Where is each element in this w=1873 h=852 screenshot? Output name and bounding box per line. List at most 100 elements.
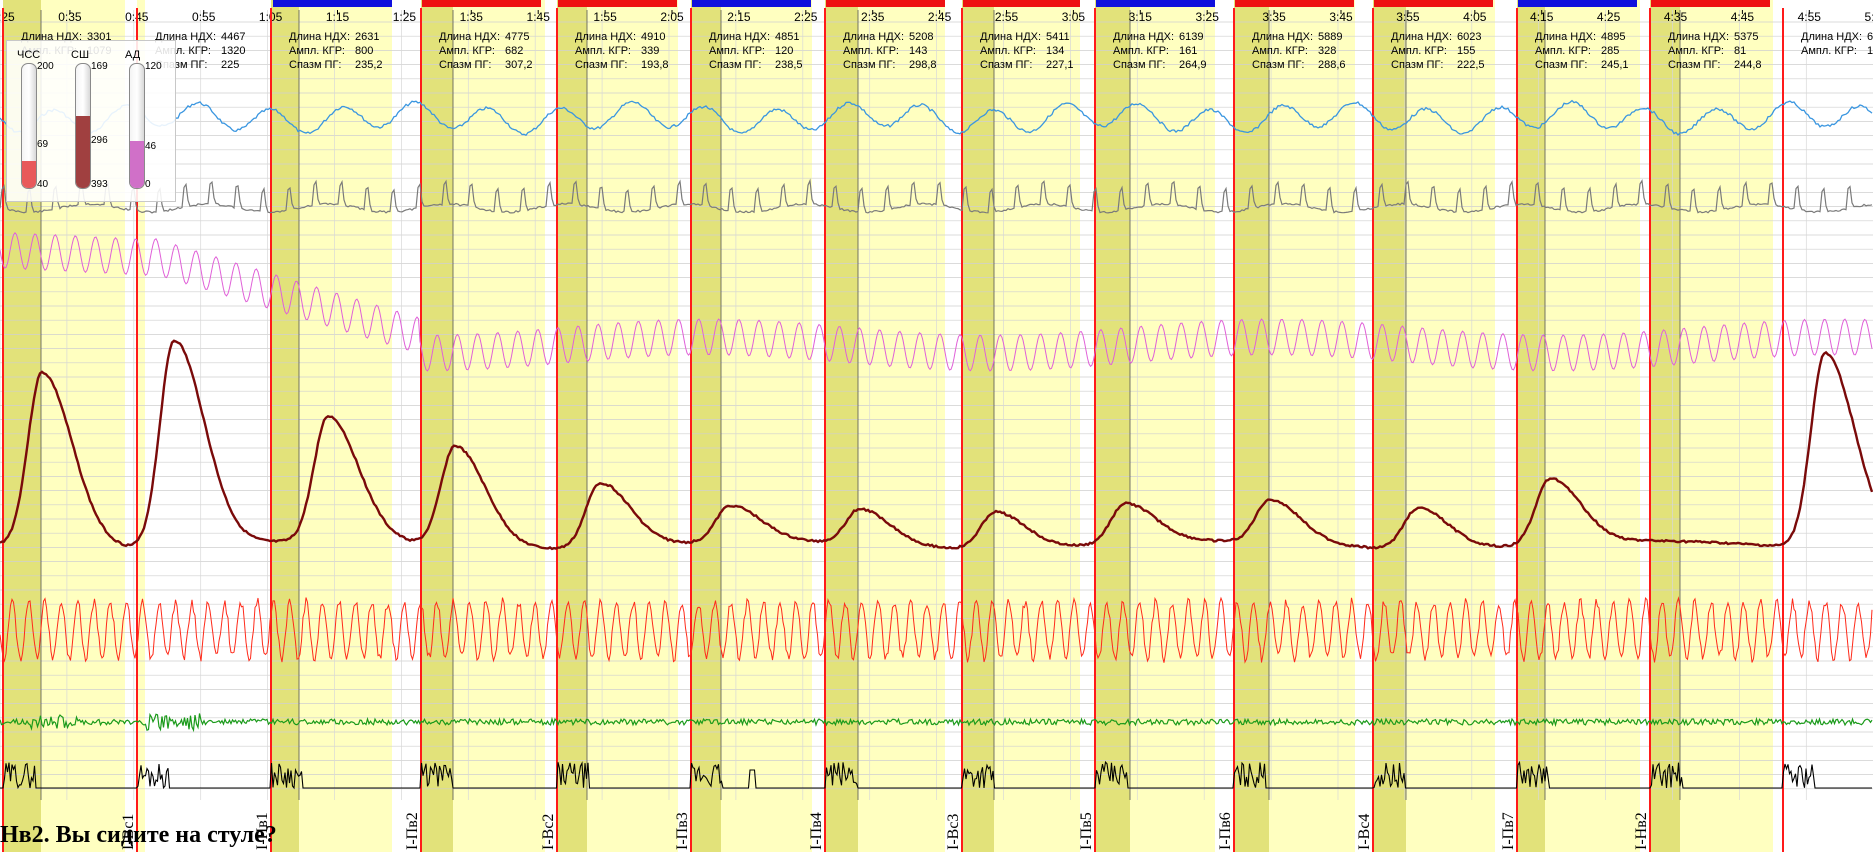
gauge-bottom-value: 393 [91, 179, 108, 190]
time-label: 1:55 [593, 10, 617, 24]
time-label: 3:05 [1062, 10, 1086, 24]
heart-rate-gauge: ЧСС 200 69 40 [13, 49, 65, 199]
question-bar [1096, 0, 1215, 7]
stat-value: 193,8 [641, 59, 669, 71]
time-label: 1:45 [527, 10, 551, 24]
question-label: I-Пв5 [1078, 812, 1095, 850]
early-response-zone [825, 0, 858, 852]
pulse-trace [0, 596, 1873, 664]
skin-conductance-gauge: СШ 169 296 393 [67, 49, 119, 199]
question-zone [137, 0, 145, 852]
stat-label: Ампл. КГР: [1535, 45, 1591, 57]
stat-value: 339 [641, 45, 659, 57]
early-response-zone [421, 0, 453, 852]
question-bar [422, 0, 541, 7]
time-label: 4:45 [1731, 10, 1755, 24]
gauge-label: ЧСС [17, 49, 41, 61]
stat-label: Длина НДХ: [1535, 31, 1596, 43]
stat-value: 4467 [221, 31, 245, 43]
stat-value: 245,1 [1601, 59, 1629, 71]
stat-label: Длина НДХ: [1391, 31, 1452, 43]
question-label: I-Пв4 [808, 812, 825, 850]
gauge-fill [76, 116, 90, 188]
time-label: 3:15 [1129, 10, 1153, 24]
stat-label: Длина НДХ: [980, 31, 1041, 43]
early-response-zone [1373, 0, 1406, 852]
stat-label: Ампл. КГР: [1113, 45, 1169, 57]
stat-label: Длина НДХ: [1113, 31, 1174, 43]
stat-value: 4851 [775, 31, 799, 43]
stat-value: 81 [1734, 45, 1746, 57]
stat-label: Спазм ПГ: [1113, 59, 1165, 71]
question-label: I-Пв2 [404, 812, 421, 850]
stat-block: Длина НДХ: 6023 Ампл. КГР: 155 Спазм ПГ: 222,… [1391, 31, 1485, 71]
time-label: 4:15 [1530, 10, 1554, 24]
stat-value: 238,5 [775, 59, 803, 71]
time-label: 1:25 [393, 10, 417, 24]
stat-block: Длина НДХ: 5208 Ампл. КГР: 143 Спазм ПГ: 298,… [843, 31, 937, 71]
early-response-zone [691, 0, 721, 852]
stat-label: Ампл. КГР: [1391, 45, 1447, 57]
time-label: 2:55 [995, 10, 1019, 24]
stat-label: Длина НДХ: [1668, 31, 1729, 43]
stat-label: Длина НДХ: [1252, 31, 1313, 43]
stat-label: Спазм ПГ: [843, 59, 895, 71]
time-label: 3:25 [1196, 10, 1220, 24]
stat-value: 264,9 [1179, 59, 1207, 71]
stat-label: Длина НДХ: [439, 31, 500, 43]
stat-block: Длина НДХ: 5375 Ампл. КГР: 81 Спазм ПГ: 244,8 [1668, 31, 1762, 71]
motion-trace [0, 760, 1872, 790]
stat-label: Спазм ПГ: [980, 59, 1032, 71]
question-bar [692, 0, 811, 7]
time-label: 2:35 [861, 10, 885, 24]
stat-value: 134 [1046, 45, 1064, 57]
blood-pressure-gauge: АД 120 46 0 [121, 49, 173, 199]
stat-value: 6023 [1457, 31, 1481, 43]
early-response-zone [1517, 0, 1545, 852]
stat-value: 5411 [1046, 31, 1070, 43]
stat-value: 222,5 [1457, 59, 1485, 71]
gauge-mid-value: 296 [91, 135, 108, 146]
stat-value: 298,8 [909, 59, 937, 71]
question-bar [1374, 0, 1493, 7]
question-label: I-Пв3 [674, 812, 691, 850]
question-bar [1235, 0, 1354, 7]
stat-value: 6 [1867, 31, 1873, 43]
question-bar [558, 0, 677, 7]
stat-value: 161 [1179, 45, 1197, 57]
stat-value: 800 [355, 45, 373, 57]
stat-block: Длина НДХ: 4910 Ампл. КГР: 339 Спазм ПГ: 193,… [575, 31, 669, 71]
time-label: 2:15 [727, 10, 751, 24]
stat-value: 307,2 [505, 59, 533, 71]
stat-value: 143 [909, 45, 927, 57]
stat-value: 4895 [1601, 31, 1625, 43]
question-bar [826, 0, 945, 7]
question-label: I-Вс2 [540, 814, 557, 850]
stat-value: 227,1 [1046, 59, 1074, 71]
time-label: 1:15 [326, 10, 350, 24]
stat-block: Длина НДХ: 5889 Ампл. КГР: 328 Спазм ПГ: 288,… [1252, 31, 1346, 71]
question-label: I-Вс1 [120, 814, 137, 850]
question-caption: Нв2. Вы сидите на стуле? [0, 822, 277, 848]
stat-label: Спазм ПГ: [1535, 59, 1587, 71]
stat-block: Длина НДХ: 4895 Ампл. КГР: 285 Спазм ПГ: 245,… [1535, 31, 1629, 71]
question-label: I-Вс3 [945, 814, 962, 850]
tremor-trace [0, 712, 1873, 733]
stat-label: Спазм ПГ: [575, 59, 627, 71]
gauge-top-value: 120 [145, 61, 162, 72]
question-bar [273, 0, 392, 7]
stat-value: 682 [505, 45, 523, 57]
stat-value: 225 [221, 59, 239, 71]
stat-label: Ампл. КГР: [575, 45, 631, 57]
time-label: 0:35 [58, 10, 82, 24]
early-response-zone [557, 0, 587, 852]
stat-block: Длина НДХ: 6 Ампл. КГР: 1 [1801, 31, 1873, 57]
stat-label: Длина НДХ: [843, 31, 904, 43]
stat-label: Ампл. КГР: [709, 45, 765, 57]
stat-label: Спазм ПГ: [1391, 59, 1443, 71]
gauge-label: АД [125, 49, 141, 61]
stat-label: Ампл. КГР: [439, 45, 495, 57]
gauge-tube [75, 63, 91, 189]
question-label: I-Пв6 [1217, 812, 1234, 850]
